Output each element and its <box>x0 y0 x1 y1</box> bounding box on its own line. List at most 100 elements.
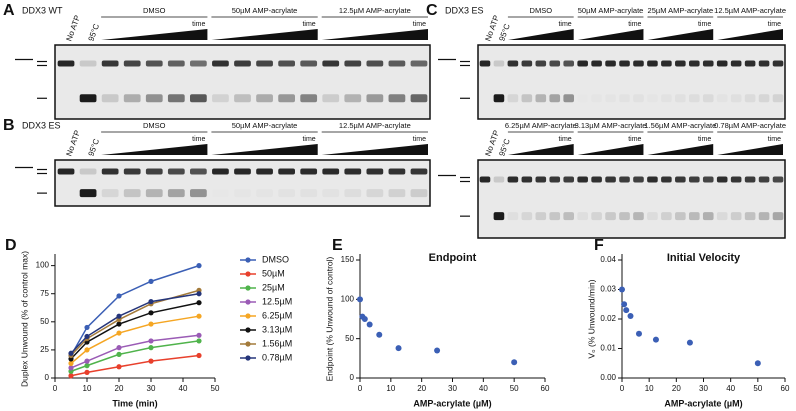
point <box>116 321 122 327</box>
band <box>730 60 742 67</box>
band <box>521 176 533 183</box>
band <box>633 94 644 102</box>
group-label: 12.5µM AMP-acrylate <box>339 6 411 15</box>
band <box>730 212 742 221</box>
time-wedge <box>321 29 428 40</box>
band <box>716 176 728 183</box>
series-line <box>70 354 200 377</box>
y-tick-label: 0.00 <box>600 373 616 382</box>
band <box>647 60 658 67</box>
group-label: 25µM AMP-acrylate <box>648 6 714 15</box>
x-axis-label: AMP-acrylate (µM) <box>413 398 491 408</box>
group-label: 50µM AMP-acrylate <box>232 6 298 15</box>
lane-label: 95°C <box>86 22 101 42</box>
time-label: time <box>302 136 315 143</box>
point <box>84 333 90 340</box>
y-tick-label: 0 <box>45 373 50 382</box>
panel-letter: D <box>5 237 17 254</box>
y-tick-label: 75 <box>40 289 49 298</box>
y-tick-label: 25 <box>40 345 49 354</box>
time-wedge <box>211 29 318 40</box>
legend-marker <box>245 313 251 319</box>
x-tick-label: 10 <box>83 384 92 393</box>
point <box>196 300 202 306</box>
point <box>84 363 90 369</box>
legend-label: 12.5µM <box>262 296 292 306</box>
band <box>535 94 547 103</box>
x-axis-label: Time (min) <box>112 398 157 408</box>
band <box>619 176 630 183</box>
x-tick-label: 30 <box>448 384 457 393</box>
band <box>79 60 97 67</box>
group-label: 12.5µM AMP-acrylate <box>339 121 411 130</box>
y-tick-label: 100 <box>341 294 355 303</box>
band <box>675 176 686 183</box>
band <box>493 176 505 183</box>
band <box>521 212 533 221</box>
time-label: time <box>628 136 641 143</box>
point <box>116 351 122 357</box>
legend-label: DMSO <box>262 254 289 264</box>
time-label: time <box>558 136 571 143</box>
band <box>577 176 588 183</box>
band <box>190 168 207 175</box>
legend-label: 1.56µM <box>262 338 292 348</box>
band <box>322 94 340 103</box>
x-tick-label: 20 <box>417 384 426 393</box>
x-tick-label: 40 <box>726 384 735 393</box>
x-tick-label: 10 <box>386 384 395 393</box>
band <box>212 94 229 103</box>
time-wedge <box>577 144 644 155</box>
y-tick-label: 100 <box>36 261 50 270</box>
series-line <box>70 289 200 357</box>
legend-label: 25µM <box>262 282 285 292</box>
band <box>758 176 770 183</box>
point <box>148 358 154 364</box>
band <box>702 60 714 67</box>
band <box>344 94 362 103</box>
x-tick-label: 60 <box>541 384 550 393</box>
band <box>145 189 163 198</box>
series-line <box>70 340 200 372</box>
band <box>300 94 318 103</box>
band <box>479 176 491 183</box>
band <box>190 60 207 67</box>
group-label: 0.78µM AMP-acrylate <box>714 121 786 130</box>
legend-marker <box>245 341 251 347</box>
band <box>730 176 742 183</box>
gel <box>477 159 786 239</box>
point <box>196 332 202 338</box>
band <box>278 189 295 197</box>
band <box>388 189 406 198</box>
band <box>702 94 714 103</box>
point <box>148 345 154 351</box>
y-tick-label: 150 <box>341 255 355 264</box>
band <box>702 176 714 183</box>
band <box>493 212 505 221</box>
band <box>619 60 630 67</box>
point <box>148 321 154 327</box>
group-label: 1.56µM AMP-acrylate <box>644 121 716 130</box>
point <box>196 338 202 344</box>
time-label: time <box>698 136 711 143</box>
legend-label: 6.25µM <box>262 310 292 320</box>
band <box>300 168 318 175</box>
band <box>212 189 229 197</box>
band <box>619 94 630 102</box>
point <box>754 360 761 367</box>
band <box>716 212 728 221</box>
band <box>388 94 406 103</box>
band <box>661 176 672 183</box>
band <box>744 212 756 221</box>
band <box>591 176 602 183</box>
band <box>101 168 119 175</box>
legend-label: 3.13µM <box>262 324 292 334</box>
point <box>148 338 154 344</box>
band <box>256 94 273 103</box>
x-tick-label: 30 <box>699 384 708 393</box>
time-wedge <box>717 29 783 40</box>
band <box>79 189 97 198</box>
x-axis-label: AMP-acrylate (µM) <box>664 398 742 408</box>
band <box>278 94 295 103</box>
